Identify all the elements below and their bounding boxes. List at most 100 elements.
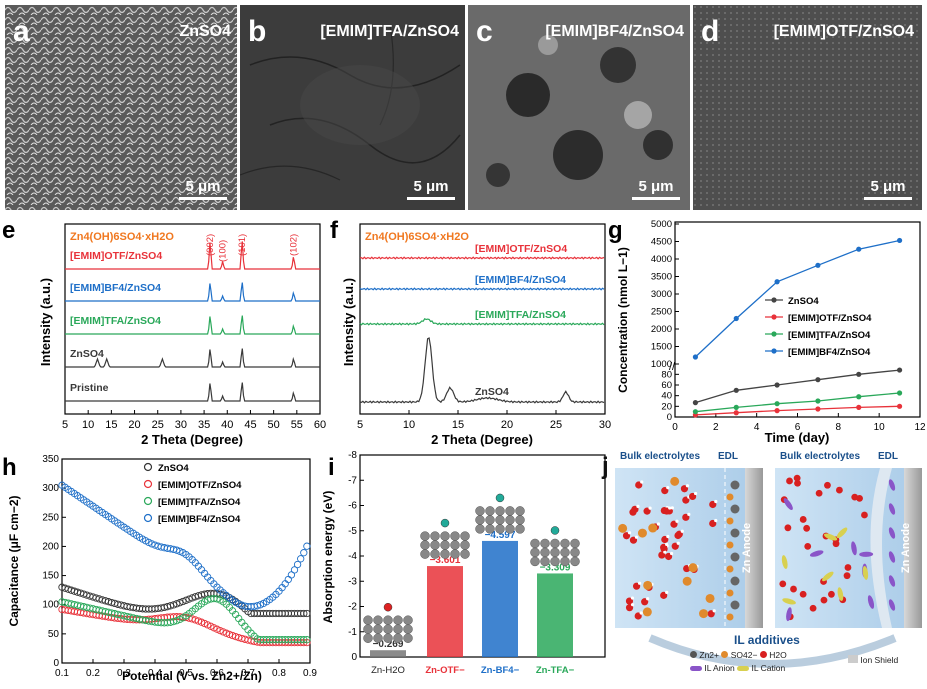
- x-tick-label: 5: [357, 419, 363, 431]
- data-point: [896, 367, 903, 373]
- zn-atom: [430, 549, 440, 559]
- y-tick-label: 200: [42, 541, 59, 552]
- data-point: [300, 549, 308, 557]
- data-point: [856, 371, 862, 377]
- x-tick-label: 30: [175, 419, 187, 431]
- series-line: [695, 369, 900, 404]
- zn-atom: [460, 531, 470, 541]
- data-point: [774, 279, 780, 285]
- il-cation: [837, 587, 844, 602]
- hydrogen: [675, 519, 679, 523]
- zn-ion: [730, 504, 740, 514]
- water-molecule: [629, 536, 638, 544]
- x-tick-label: 0.9: [303, 668, 317, 679]
- il-anion: [888, 575, 896, 587]
- category-label: Zn-TFA−: [536, 665, 575, 676]
- sem-title: [EMIM]OTF/ZnSO4: [773, 23, 914, 40]
- y-axis-label: Capacitance (μF cm−2): [7, 495, 21, 626]
- water-molecule: [709, 500, 717, 509]
- data-point: [173, 546, 181, 554]
- bar: [427, 566, 463, 657]
- data-point: [182, 596, 190, 604]
- sulfate-ion: [705, 593, 715, 603]
- panel-letter: i: [328, 454, 335, 481]
- hydrogen: [693, 491, 698, 496]
- zn-atom: [403, 615, 413, 625]
- bar: [482, 540, 518, 657]
- water-molecule: [793, 474, 801, 482]
- water-molecule: [832, 540, 840, 548]
- y-tick-label: 5000: [651, 219, 672, 230]
- data-point: [293, 560, 302, 569]
- water-molecule: [660, 543, 668, 552]
- y-tick-label: 20: [661, 401, 672, 412]
- y-tick-label: 40: [661, 391, 672, 402]
- sulfate-ion: [682, 576, 692, 586]
- sulfate-ion: [726, 541, 734, 549]
- chart-capacitance-h: h Capacitance (μF cm−2) Potential (V vs.…: [2, 454, 317, 683]
- zn-atom: [475, 515, 485, 525]
- sem-texture-a: [5, 5, 237, 210]
- schematic-j: j Bulk electrolytes EDL Bulk electrolyte…: [602, 450, 927, 684]
- x-tick-label: 0.6: [210, 668, 224, 679]
- scale-bar: 5 μm: [407, 178, 455, 200]
- water-molecule: [663, 507, 671, 515]
- x-tick-label: 60: [314, 419, 326, 431]
- zn-atom: [550, 556, 560, 567]
- sulfate-ion: [648, 523, 658, 533]
- sem-title: ZnSO4: [179, 23, 231, 40]
- series-line: [695, 405, 900, 416]
- sulfate-ion: [699, 609, 709, 619]
- scale-label: 5 μm: [870, 178, 906, 195]
- zn-atom: [430, 531, 440, 541]
- sem-title: [EMIM]TFA/ZnSO4: [320, 23, 459, 40]
- sem-panel-d: d [EMIM]OTF/ZnSO4 5 μm: [693, 5, 922, 210]
- hydrogen: [648, 506, 652, 510]
- legend-cation: IL Cation: [751, 663, 786, 673]
- panel-letter: c: [476, 15, 493, 48]
- zn-atom: [383, 624, 393, 634]
- bar-value: −3.309: [540, 562, 571, 573]
- x-tick-label: 0.1: [55, 668, 69, 679]
- il-anion: [888, 503, 896, 515]
- water-molecule: [824, 481, 831, 489]
- series-line: [695, 392, 900, 413]
- y-axis-label: Intensity (a.u.): [38, 278, 53, 366]
- schematic-drawing: [615, 468, 922, 668]
- data-point: [815, 377, 821, 383]
- scale-label: 5 μm: [638, 178, 674, 195]
- data-point: [290, 566, 299, 574]
- il-cation: [836, 527, 848, 539]
- legend-marker: [771, 348, 777, 354]
- water-molecule: [803, 524, 811, 532]
- zn-atom: [475, 506, 485, 516]
- sulfate-ion: [726, 589, 734, 597]
- zn-ion: [730, 528, 740, 538]
- x-axis-label: 2 Theta (Degree): [141, 432, 243, 447]
- zn-atom: [383, 615, 393, 625]
- legend-marker: [143, 479, 153, 489]
- x-tick-label: 15: [105, 419, 117, 431]
- water-molecule: [779, 580, 787, 588]
- zn-atom: [495, 524, 505, 534]
- il-anion: [859, 551, 874, 557]
- y-tick-label: 0: [351, 652, 357, 663]
- data-point: [733, 315, 739, 322]
- x-tick-label: 55: [291, 419, 303, 431]
- zn-atom: [485, 524, 495, 534]
- adsorbate-atom: [495, 493, 505, 503]
- water-molecule: [799, 516, 807, 523]
- data-point: [692, 409, 699, 415]
- marker-legend: Zn4(OH)6SO4·xH2O: [70, 231, 174, 243]
- data-point: [815, 262, 821, 268]
- sulfate-ion: [637, 528, 647, 538]
- panel-letter: g: [608, 217, 623, 244]
- x-tick-label: 12: [914, 422, 926, 433]
- il-anion: [783, 498, 793, 510]
- zn-atom: [393, 624, 403, 634]
- zn-atom: [530, 547, 540, 558]
- water-molecule: [660, 591, 668, 599]
- legend-row-2: IL Anion IL Cation: [690, 663, 785, 673]
- zn-atom: [540, 547, 550, 558]
